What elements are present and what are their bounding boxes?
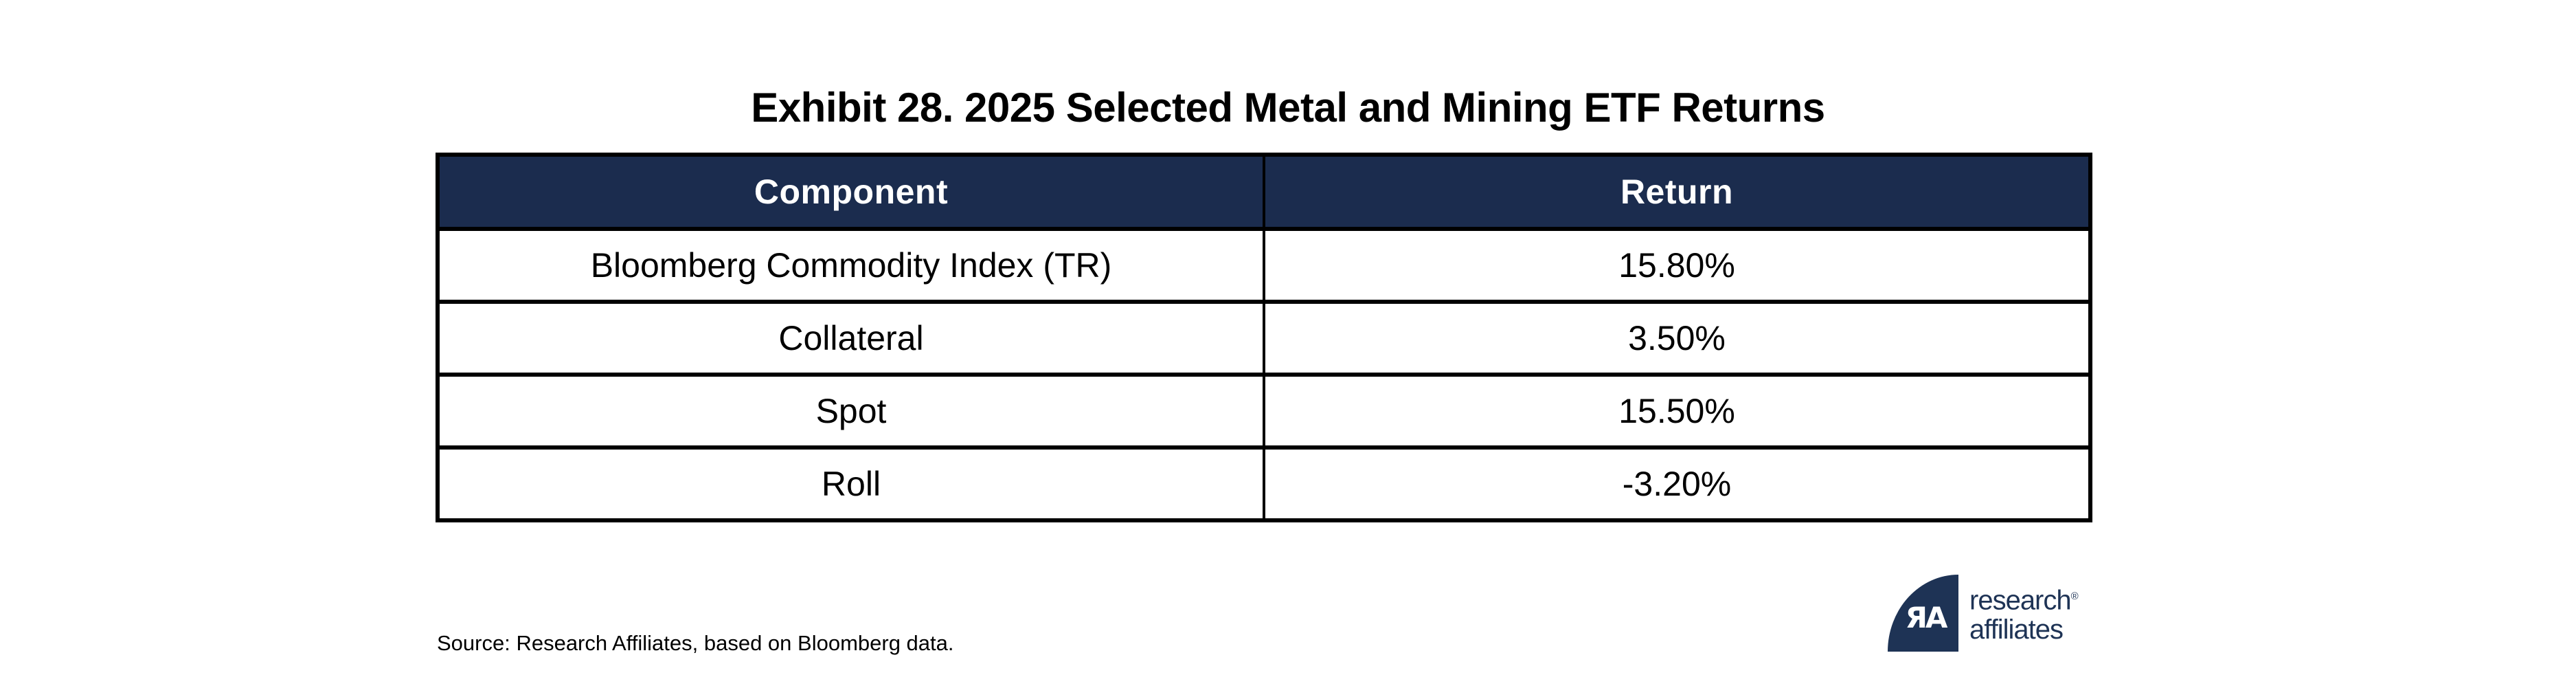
column-header-return: Return <box>1263 153 2092 231</box>
quarter-disc-shape <box>1888 575 1958 652</box>
logo-wordmark: research® affiliates <box>1969 582 2079 645</box>
table-row: Spot 15.50% <box>436 373 2092 450</box>
return-cell: -3.20% <box>1263 445 2092 522</box>
column-header-component: Component <box>436 153 1265 231</box>
source-note: Source: Research Affiliates, based on Bl… <box>437 631 954 655</box>
table-header-row: Component Return <box>436 153 2092 231</box>
return-cell: 15.80% <box>1263 227 2092 304</box>
logo-text-affiliates: affiliates <box>1969 615 2079 645</box>
component-cell: Roll <box>436 445 1265 522</box>
ra-monogram: ЯA <box>1906 601 1948 634</box>
ra-logo-mark-icon: ЯA <box>1888 575 1958 652</box>
table-row: Collateral 3.50% <box>436 300 2092 377</box>
component-cell: Bloomberg Commodity Index (TR) <box>436 227 1265 304</box>
return-cell: 15.50% <box>1263 373 2092 450</box>
return-cell: 3.50% <box>1263 300 2092 377</box>
component-cell: Collateral <box>436 300 1265 377</box>
registered-trademark-icon: ® <box>2070 590 2079 602</box>
component-cell: Spot <box>436 373 1265 450</box>
returns-table: Component Return Bloomberg Commodity Ind… <box>436 153 2092 522</box>
table-row: Bloomberg Commodity Index (TR) 15.80% <box>436 227 2092 304</box>
logo-word-affiliates: affiliates <box>1969 615 2064 645</box>
logo-text-research: research® <box>1969 582 2079 615</box>
table-row: Roll -3.20% <box>436 445 2092 522</box>
exhibit-title: Exhibit 28. 2025 Selected Metal and Mini… <box>751 85 1825 131</box>
logo-word-research: research <box>1969 585 2072 616</box>
research-affiliates-logo: ЯA research® affiliates <box>1888 575 2079 652</box>
